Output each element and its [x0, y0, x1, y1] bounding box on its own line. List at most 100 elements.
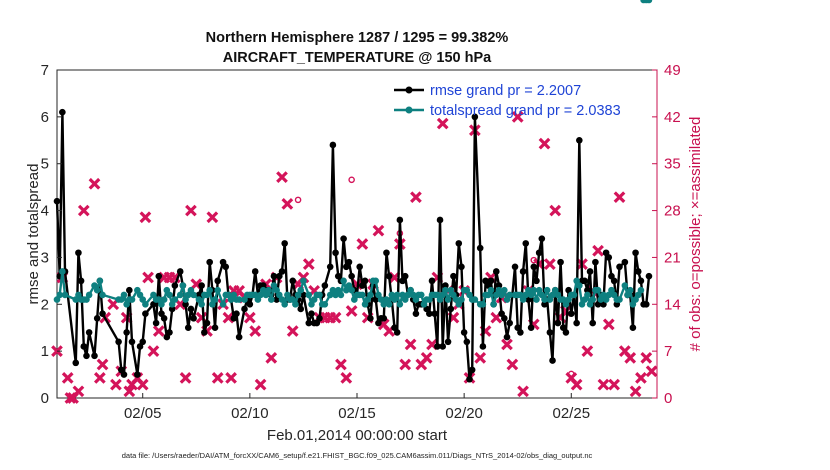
- obs-count-layer: [51, 110, 658, 404]
- legend-rmse-label: rmse grand pr = 2.2007: [430, 83, 581, 99]
- obs-assimilated-cross: [436, 117, 449, 130]
- totalspread-point: [281, 300, 288, 308]
- rmse-point: [527, 324, 535, 332]
- obs-assimilated-cross: [581, 345, 594, 358]
- rmse-point: [519, 268, 527, 275]
- rmse-point: [91, 352, 98, 360]
- totalspread-point: [471, 296, 479, 303]
- totalspread-point: [142, 300, 149, 308]
- obs-assimilated-cross: [174, 298, 187, 311]
- totalspread-point: [594, 286, 602, 294]
- totalspread-point: [99, 291, 106, 299]
- obs-assimilated-cross: [635, 372, 647, 384]
- obs-assimilated-marker: [77, 204, 90, 217]
- obs-assimilated-marker: [340, 372, 353, 384]
- obs-assimilated-cross: [147, 345, 160, 358]
- rmse-point: [206, 258, 213, 266]
- obs-assimilated-marker: [265, 351, 278, 364]
- obs-assimilated-cross: [72, 385, 85, 398]
- totalspread-point: [265, 286, 272, 294]
- y-right-tick-label: 7: [664, 343, 672, 360]
- rmse-point: [171, 282, 179, 289]
- totalspread-point: [166, 291, 173, 299]
- rmse-point: [222, 263, 230, 271]
- obs-assimilated-marker: [61, 372, 74, 384]
- x-tick-label: 02/05: [124, 405, 162, 422]
- obs-assimilated-cross: [501, 338, 513, 351]
- obs-assimilated-cross: [624, 351, 637, 364]
- obs-assimilated-marker: [249, 325, 262, 337]
- rmse-point: [428, 277, 436, 285]
- obs-assimilated-marker: [506, 358, 519, 371]
- rmse-point: [168, 305, 176, 313]
- rmse-point: [305, 319, 313, 327]
- obs-assimilated-cross: [136, 378, 149, 391]
- obs-possible-marker: [567, 370, 575, 378]
- rmse-point: [214, 277, 222, 285]
- obs-assimilated-cross: [254, 378, 267, 391]
- totalspread-point: [321, 300, 329, 308]
- totalspread-point: [85, 291, 93, 299]
- obs-assimilated-marker: [281, 198, 294, 210]
- y-right-tick-label: 21: [664, 249, 681, 266]
- totalspread-point: [214, 286, 222, 294]
- rmse-point: [85, 329, 93, 336]
- obs-assimilated-cross: [206, 211, 219, 224]
- rmse-point: [476, 244, 484, 252]
- obs-assimilated-cross: [142, 271, 154, 284]
- obs-assimilated-cross: [474, 351, 487, 364]
- rmse-point: [182, 300, 189, 308]
- obs-assimilated-marker: [211, 372, 224, 384]
- obs-assimilated-marker: [511, 110, 524, 123]
- obs-assimilated-marker: [174, 298, 187, 311]
- y-tick-label: 7: [41, 62, 49, 79]
- rmse-point: [455, 240, 463, 247]
- obs-assimilated-marker: [635, 372, 647, 384]
- totalspread-point: [96, 277, 104, 285]
- obs-assimilated-marker: [404, 338, 417, 351]
- totalspread-point: [59, 268, 66, 275]
- obs-assimilated-marker: [629, 385, 642, 398]
- totalspread-point: [171, 296, 179, 303]
- rmse-point: [155, 272, 163, 280]
- obs-assimilated-marker: [624, 351, 637, 364]
- obs-assimilated-cross: [340, 372, 353, 384]
- rmse-point: [642, 300, 650, 308]
- obs-assimilated-cross: [139, 211, 152, 224]
- totalspread-point: [190, 291, 197, 299]
- rmse-point: [321, 282, 329, 289]
- rmse-point: [340, 235, 347, 242]
- obs-assimilated-marker: [602, 318, 615, 331]
- rmse-point: [289, 277, 297, 285]
- obs-assimilated-marker: [142, 271, 154, 284]
- rmse-point: [270, 272, 278, 280]
- obs-assimilated-cross: [179, 372, 192, 384]
- rmse-point: [533, 277, 540, 285]
- rmse-point: [246, 300, 254, 308]
- obs-assimilated-marker: [645, 365, 658, 378]
- totalspread-point: [584, 291, 591, 299]
- rmse-point: [361, 277, 369, 285]
- rmse-point: [444, 338, 452, 346]
- totalspread-point: [506, 291, 513, 299]
- totalspread-point: [417, 291, 425, 299]
- rmse-point: [637, 277, 645, 285]
- rmse-point: [385, 272, 393, 280]
- rmse-point: [632, 249, 639, 257]
- totalspread-point: [292, 300, 299, 308]
- rmse-point: [160, 315, 168, 322]
- rmse-point: [278, 268, 286, 275]
- rmse-point: [495, 282, 503, 289]
- rmse-point: [567, 310, 575, 317]
- rmse-point: [326, 263, 334, 271]
- rmse-point: [621, 258, 629, 266]
- obs-assimilated-marker: [110, 378, 122, 391]
- obs-assimilated-marker: [399, 358, 412, 371]
- rmse-point: [251, 268, 259, 275]
- rmse-point: [511, 263, 519, 271]
- obs-assimilated-marker: [225, 372, 237, 384]
- obs-assimilated-cross: [61, 372, 74, 384]
- obs-assimilated-cross: [249, 325, 262, 337]
- totalspread-point: [487, 286, 495, 294]
- rmse-point: [184, 324, 192, 332]
